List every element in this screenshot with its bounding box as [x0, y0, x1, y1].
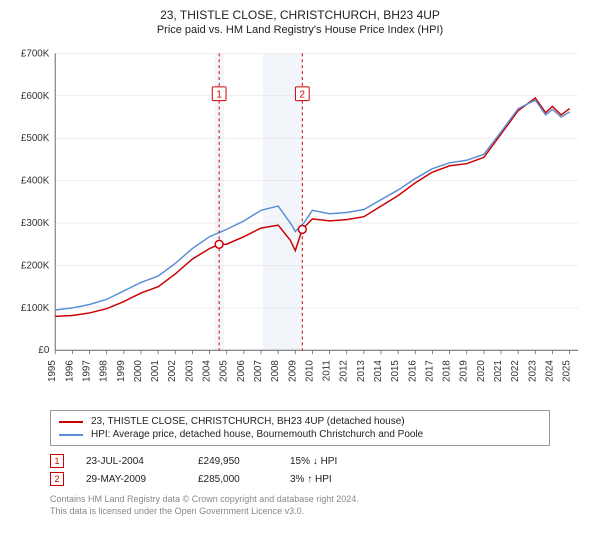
svg-text:£700K: £700K	[21, 48, 50, 59]
legend-label: HPI: Average price, detached house, Bour…	[91, 429, 423, 440]
svg-text:2017: 2017	[424, 360, 435, 382]
svg-text:2013: 2013	[356, 360, 367, 382]
svg-text:£600K: £600K	[21, 91, 50, 102]
svg-text:2012: 2012	[339, 360, 350, 382]
footer-text: Contains HM Land Registry data © Crown c…	[50, 494, 590, 517]
svg-text:1997: 1997	[82, 360, 93, 382]
svg-text:2008: 2008	[270, 360, 281, 382]
svg-text:2007: 2007	[253, 360, 264, 382]
svg-text:2021: 2021	[493, 360, 504, 382]
svg-text:1999: 1999	[116, 360, 127, 382]
svg-text:2018: 2018	[442, 360, 453, 382]
chart-area: £0 £100K £200K £300K £400K £500K £600K £700K 199…	[10, 42, 590, 402]
sale-date: 29-MAY-2009	[86, 474, 176, 485]
legend-label: 23, THISTLE CLOSE, CHRISTCHURCH, BH23 4U…	[91, 416, 405, 427]
svg-text:2019: 2019	[459, 360, 470, 382]
svg-text:£500K: £500K	[21, 133, 50, 144]
svg-text:2025: 2025	[562, 360, 573, 382]
svg-text:1996: 1996	[64, 360, 75, 382]
sale-row: 1 23-JUL-2004 £249,950 15% ↓ HPI	[50, 452, 590, 470]
svg-text:1998: 1998	[99, 360, 110, 382]
sale-price: £249,950	[198, 456, 268, 467]
svg-text:2020: 2020	[476, 360, 487, 382]
line-chart: £0 £100K £200K £300K £400K £500K £600K £700K 199…	[10, 42, 590, 402]
svg-text:2014: 2014	[373, 360, 384, 382]
svg-text:£300K: £300K	[21, 218, 50, 229]
chart-title: 23, THISTLE CLOSE, CHRISTCHURCH, BH23 4U…	[10, 8, 590, 22]
legend-item: HPI: Average price, detached house, Bour…	[59, 428, 541, 441]
svg-text:£400K: £400K	[21, 176, 50, 187]
svg-text:2: 2	[300, 90, 305, 101]
svg-text:2001: 2001	[150, 360, 161, 382]
chart-subtitle: Price paid vs. HM Land Registry's House …	[10, 24, 590, 36]
svg-text:2010: 2010	[304, 360, 315, 382]
svg-text:£200K: £200K	[21, 260, 50, 271]
sale-badge: 2	[50, 472, 64, 486]
svg-text:2005: 2005	[219, 360, 230, 382]
sale-date: 23-JUL-2004	[86, 456, 176, 467]
svg-text:2024: 2024	[544, 360, 555, 382]
sale-row: 2 29-MAY-2009 £285,000 3% ↑ HPI	[50, 470, 590, 488]
legend-box: 23, THISTLE CLOSE, CHRISTCHURCH, BH23 4U…	[50, 410, 550, 446]
sale-price: £285,000	[198, 474, 268, 485]
svg-text:2015: 2015	[390, 360, 401, 382]
legend-item: 23, THISTLE CLOSE, CHRISTCHURCH, BH23 4U…	[59, 415, 541, 428]
svg-text:2006: 2006	[236, 360, 247, 382]
svg-text:2003: 2003	[184, 360, 195, 382]
svg-text:2004: 2004	[202, 360, 213, 382]
legend-swatch	[59, 434, 83, 436]
sales-table: 1 23-JUL-2004 £249,950 15% ↓ HPI 2 29-MAY-200…	[10, 452, 590, 488]
footer-line-1: Contains HM Land Registry data © Crown c…	[50, 494, 590, 506]
footer-line-2: This data is licensed under the Open Gov…	[50, 506, 590, 518]
sale-hpi-delta: 3% ↑ HPI	[290, 474, 390, 485]
svg-text:2009: 2009	[287, 360, 298, 382]
svg-text:£0: £0	[38, 345, 49, 356]
sale-badge: 1	[50, 454, 64, 468]
svg-text:2011: 2011	[322, 360, 333, 381]
svg-text:1995: 1995	[47, 360, 58, 382]
svg-text:£100K: £100K	[21, 303, 50, 314]
svg-text:2000: 2000	[133, 360, 144, 382]
svg-text:2016: 2016	[407, 360, 418, 382]
legend-swatch	[59, 421, 83, 423]
svg-text:1: 1	[216, 90, 221, 101]
svg-text:2023: 2023	[527, 360, 538, 382]
svg-text:2002: 2002	[167, 360, 178, 382]
svg-text:2022: 2022	[510, 360, 521, 382]
sale-hpi-delta: 15% ↓ HPI	[290, 456, 390, 467]
